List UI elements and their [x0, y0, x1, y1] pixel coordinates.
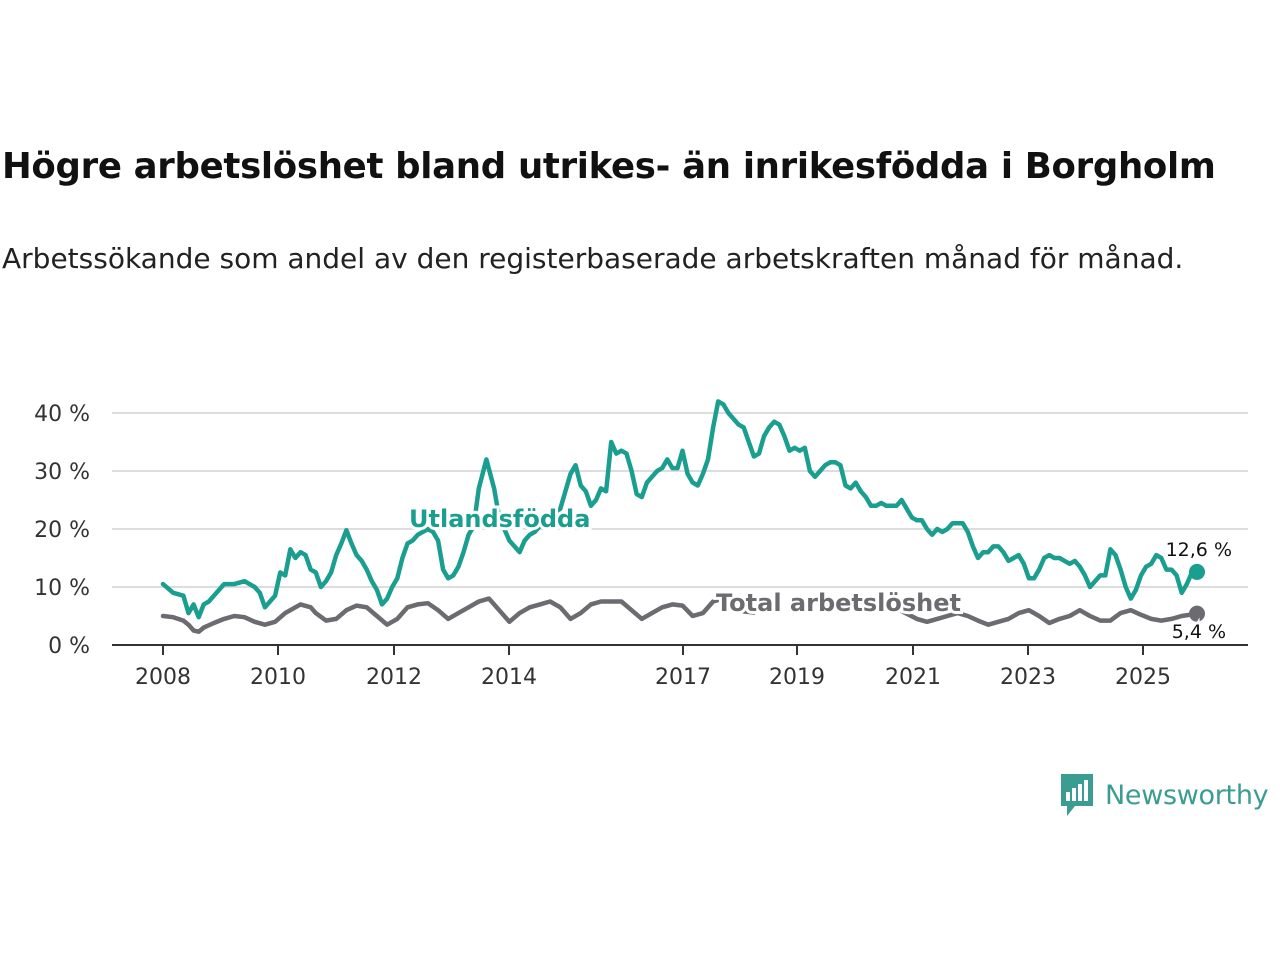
end-point-total	[1189, 605, 1205, 622]
series-line-total	[160, 596, 757, 634]
y-tick-label: 20 %	[34, 518, 90, 543]
x-tick-label: 2014	[481, 665, 537, 690]
end-value-label-total: 5,4 %	[1172, 621, 1226, 643]
x-tick-label: 2008	[135, 665, 191, 690]
series-label-total: Total arbetslöshet	[716, 589, 961, 617]
newsworthy-logo: Newsworthy	[1059, 770, 1269, 820]
page-title: Högre arbetslöshet bland utrikes- än inr…	[2, 146, 1216, 187]
series-line-total	[894, 606, 1200, 627]
x-tick-label: 2010	[250, 665, 306, 690]
series-label-utlandsfodda: Utlandsfödda	[409, 505, 590, 533]
grid-lines	[112, 412, 1248, 588]
x-tick-label: 2019	[769, 665, 825, 690]
y-tick-label: 40 %	[34, 402, 90, 427]
x-axis-ticks: 2008 2010 2012 2014 2017 2019 2021 2023 2025	[135, 645, 1171, 690]
series-labels: Utlandsfödda Total arbetslöshet 12,6 % 5…	[406, 502, 1235, 646]
end-value-label-utlandsfodda: 12,6 %	[1166, 539, 1232, 561]
series-line-utlandsfodda	[160, 399, 1200, 620]
y-tick-label: 10 %	[34, 576, 90, 601]
y-tick-label: 0 %	[48, 634, 90, 659]
x-tick-label: 2012	[366, 665, 422, 690]
end-point-utlandsfodda	[1189, 563, 1205, 580]
x-tick-label: 2017	[655, 665, 711, 690]
x-tick-label: 2021	[885, 665, 941, 690]
bar-chart-speech-icon	[1061, 774, 1093, 816]
x-tick-label: 2023	[1000, 665, 1056, 690]
page-subtitle: Arbetssökande som andel av den registerb…	[2, 242, 1184, 275]
logo-text: Newsworthy	[1105, 779, 1269, 811]
series-lines	[160, 399, 1205, 634]
y-axis-ticks: 0 % 10 % 20 % 30 % 40 %	[34, 402, 90, 659]
x-tick-label: 2025	[1115, 665, 1171, 690]
y-tick-label: 30 %	[34, 460, 90, 485]
